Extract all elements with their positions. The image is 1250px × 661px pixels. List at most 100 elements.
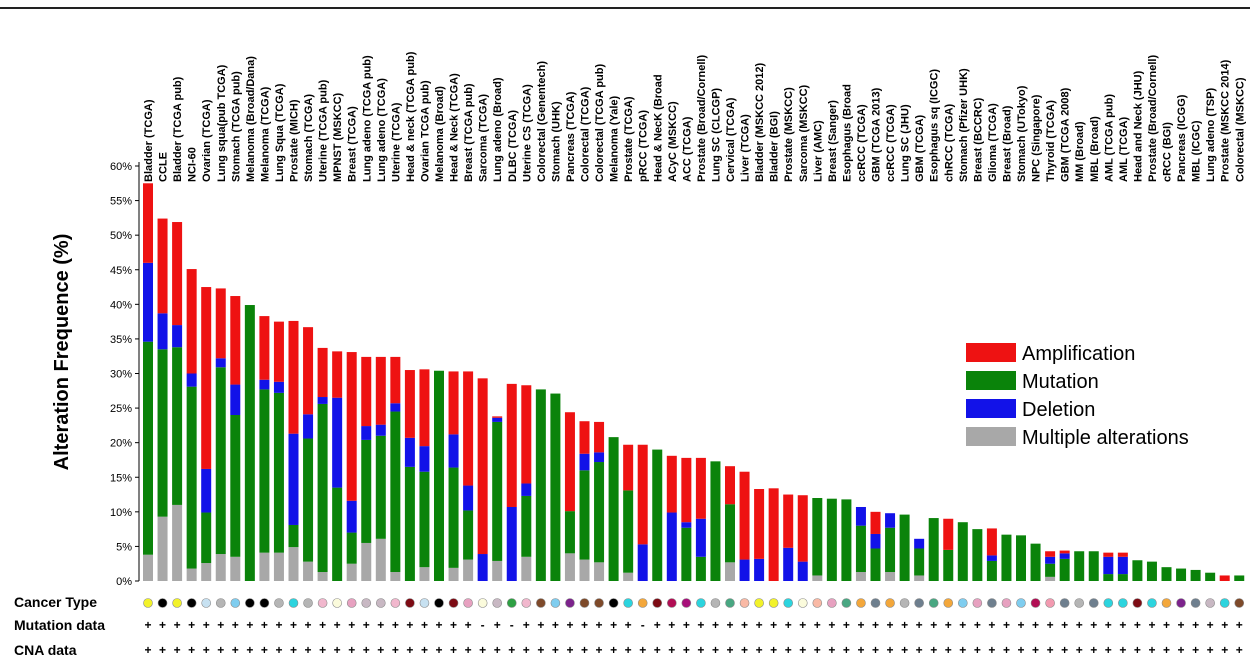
bar-segment: [1161, 567, 1172, 581]
bar-segment: [375, 435, 386, 539]
mutation-data-mark: +: [756, 618, 763, 632]
bar-segment: [986, 555, 997, 561]
category-label: Uterine CS (TCGA): [521, 84, 533, 182]
mutation-data-mark: +: [741, 618, 748, 632]
cancer-type-dot: [681, 598, 692, 608]
bar-segment: [1074, 551, 1085, 581]
mutation-data-mark: +: [1119, 618, 1126, 632]
bar-group: [885, 513, 896, 581]
cna-data-mark: +: [494, 643, 501, 657]
cancer-type-dot: [608, 598, 619, 608]
cancer-type-dot: [1147, 598, 1157, 608]
bar-group: [943, 518, 954, 581]
bar-segment: [361, 426, 372, 440]
bar-segment: [346, 532, 357, 564]
category-label: Colorectal (TCGA pub): [594, 64, 606, 182]
mutation-data-mark: +: [246, 618, 253, 632]
mutation-data-mark: +: [785, 618, 792, 632]
cancer-type-dot: [594, 598, 604, 608]
mutation-data-mark: +: [465, 618, 472, 632]
category-label: Bladder (BGI): [769, 111, 781, 182]
mutation-data-mark: +: [334, 618, 341, 632]
bar-segment: [768, 488, 779, 581]
y-tick-label: 25%: [110, 403, 132, 415]
bar-segment: [317, 347, 328, 398]
mutation-data-mark: +: [930, 618, 937, 632]
mutation-data-mark: +: [828, 618, 835, 632]
bar-group: [535, 389, 546, 581]
bar-segment: [594, 562, 605, 581]
y-tick-label: 5%: [116, 541, 132, 553]
cancer-type-dot: [565, 598, 575, 608]
bar-segment: [230, 296, 241, 385]
cna-data-mark: +: [828, 643, 835, 657]
cancer-type-dot: [928, 598, 939, 608]
cancer-type-dot: [1045, 598, 1055, 608]
bar-segment: [434, 370, 444, 581]
cna-data-mark: +: [887, 643, 894, 657]
category-label: cRCC (BGI): [1162, 122, 1174, 182]
category-label: Lung adeno (Broad): [492, 77, 504, 182]
category-label: Lung adeno (TCGA): [376, 78, 388, 182]
bar-group: [637, 444, 648, 581]
bar-segment: [1146, 561, 1157, 581]
category-label: Sarcoma (MSKCC): [798, 84, 810, 182]
cna-data-mark: +: [392, 643, 399, 657]
bar-segment: [506, 383, 517, 507]
cancer-type-dot: [623, 598, 633, 608]
bar-segment: [579, 453, 590, 471]
bar-segment: [870, 533, 881, 549]
cancer-type-dot: [332, 598, 342, 608]
bar-group: [855, 506, 866, 581]
cancer-type-dot: [1132, 598, 1143, 608]
bar-segment: [448, 567, 459, 581]
bar-segment: [157, 516, 168, 581]
bar-group: [244, 305, 255, 581]
category-label: CCLE: [158, 152, 170, 182]
bar-segment: [259, 316, 270, 380]
bar-segment: [1103, 556, 1114, 575]
bar-segment: [201, 468, 212, 513]
bar-segment: [623, 444, 634, 491]
cna-data-mark: +: [537, 643, 544, 657]
bar-segment: [361, 542, 372, 581]
category-label: Stomach (TCGA pub): [230, 71, 242, 182]
cancer-type-dot: [172, 598, 182, 608]
bar-segment: [594, 462, 605, 563]
bar-segment: [448, 467, 459, 568]
bar-segment: [521, 483, 532, 496]
legend-swatch: [966, 399, 1016, 418]
bar-group: [710, 461, 721, 581]
bar-group: [1176, 568, 1187, 581]
bar-segment: [725, 466, 735, 505]
cancer-type-dot: [186, 598, 197, 608]
bar-segment: [288, 547, 299, 581]
category-label: Liver (TCGA): [740, 114, 752, 182]
cna-data-mark: +: [872, 643, 879, 657]
bar-group: [1074, 551, 1085, 581]
bar-segment: [579, 559, 590, 581]
bar-group: [594, 421, 605, 581]
mutation-data-mark: +: [1134, 618, 1141, 632]
cancer-type-dot: [1205, 598, 1215, 608]
bar-segment: [303, 414, 314, 439]
cna-data-mark: +: [610, 643, 617, 657]
category-label: GBM (TCGA): [914, 114, 926, 182]
cancer-type-dot: [521, 598, 532, 608]
category-label: AML (TCGA pub): [1103, 94, 1115, 182]
cna-data-mark: +: [1221, 643, 1228, 657]
category-label: Colorectal (MSKCC): [1234, 77, 1246, 182]
mutation-data-mark: +: [261, 618, 268, 632]
bar-segment: [477, 378, 488, 555]
bar-segment: [215, 358, 226, 368]
bar-segment: [885, 527, 896, 573]
bar-group: [972, 529, 983, 581]
cancer-type-dot: [346, 598, 357, 608]
row-label-cancer-type: Cancer Type: [14, 594, 97, 610]
bar-group: [914, 538, 925, 581]
mutation-data-mark: +: [188, 618, 195, 632]
category-label: Breast (TCGA): [347, 106, 359, 182]
category-label: Stomach (UTokyo): [1016, 85, 1028, 182]
mutation-data-mark: +: [625, 618, 632, 632]
cancer-type-dot: [506, 598, 517, 608]
